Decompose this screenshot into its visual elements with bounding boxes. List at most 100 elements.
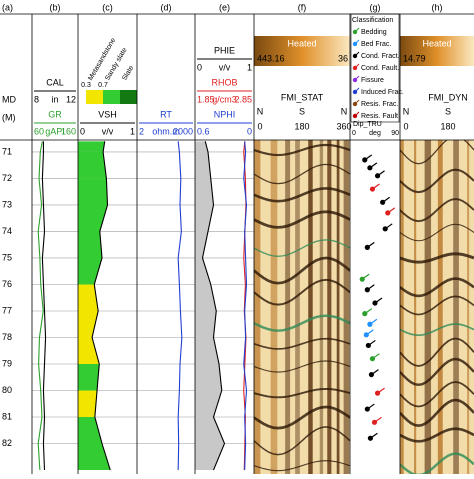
depth-label: 76 xyxy=(2,279,12,289)
legend-icon-tail xyxy=(354,51,360,57)
legend-icon-tail xyxy=(354,27,360,33)
image-sinusoid xyxy=(254,387,350,399)
colorbar xyxy=(400,36,474,66)
class-swatch xyxy=(103,90,120,104)
curve-unit: g/cm3 xyxy=(212,94,237,104)
scale-max: 160 xyxy=(61,126,76,136)
image-stripe xyxy=(285,140,291,474)
curve-name: PHIE xyxy=(214,45,235,55)
image-sinusoid xyxy=(254,460,350,472)
image-sinusoid xyxy=(400,337,474,367)
depth-label: 71 xyxy=(2,146,12,156)
depth-label: 77 xyxy=(2,305,12,315)
scale-max: 1 xyxy=(247,62,252,72)
depth-label: 81 xyxy=(2,411,12,421)
image-stripe xyxy=(467,140,470,474)
log-curve xyxy=(91,141,111,471)
curve-name: VSH xyxy=(98,109,117,119)
scale-min: 1.85 xyxy=(197,94,215,104)
legend-label: Resis. Frac. xyxy=(361,101,398,108)
azimuth-tick: 180 xyxy=(294,121,309,131)
legend-icon-tail xyxy=(354,39,360,45)
image-sinusoid xyxy=(254,314,350,332)
image-sinusoid xyxy=(400,252,474,264)
track-title: (h) xyxy=(432,2,443,12)
curve-unit: ohm.m xyxy=(152,126,180,136)
curve-name: RT xyxy=(160,109,172,119)
image-background xyxy=(400,140,474,474)
track-title: (f) xyxy=(298,2,307,12)
tadpole xyxy=(380,199,386,205)
depth-label: 73 xyxy=(2,199,12,209)
azimuth-label: N xyxy=(341,106,348,116)
track-title: (b) xyxy=(50,2,61,12)
scale-min: 0 xyxy=(80,126,85,136)
legend-icon-tail xyxy=(354,75,360,81)
depth-label: 78 xyxy=(2,332,12,342)
curve-name: GR xyxy=(48,109,62,119)
tadpole xyxy=(374,173,381,179)
scale-max: 0 xyxy=(247,126,252,136)
log-curve xyxy=(37,141,44,471)
tadpole xyxy=(369,356,376,362)
image-sinusoid xyxy=(400,357,474,387)
legend-icon-tail xyxy=(354,111,360,117)
curve-fill xyxy=(195,141,225,471)
image-sinusoid xyxy=(400,398,474,427)
tadpole xyxy=(367,435,373,441)
legend-label: Induced Frac. xyxy=(361,89,404,96)
azimuth-tick: 180 xyxy=(440,121,455,131)
image-sinusoid xyxy=(254,360,350,373)
log-curve xyxy=(201,141,226,471)
azimuth-label: S xyxy=(445,106,451,116)
cutoff-label: 0.3 xyxy=(81,82,91,89)
track-title: (e) xyxy=(219,2,230,12)
image-stripe xyxy=(270,140,278,474)
log-curve xyxy=(41,141,47,471)
azimuth-tick: 0 xyxy=(257,121,262,131)
image-sinusoid xyxy=(400,381,474,408)
litho-fill xyxy=(78,204,108,232)
tadpole xyxy=(385,210,391,216)
cutoff-label: 0.7 xyxy=(98,82,108,89)
scale-max: 2000 xyxy=(173,126,193,136)
image-sinusoid xyxy=(254,143,350,157)
litho-fill xyxy=(78,417,102,444)
azimuth-label: N xyxy=(403,106,410,116)
colorbar-value: 443.16 xyxy=(257,53,285,63)
curve-unit: v/v xyxy=(102,126,114,136)
dip-min: 0 xyxy=(352,130,356,137)
image-texture xyxy=(254,140,350,474)
class-swatch xyxy=(120,90,137,104)
colorbar-label: Heated xyxy=(287,38,316,48)
tadpole xyxy=(367,165,373,171)
azimuth-tick: 0 xyxy=(403,121,408,131)
image-sinusoid xyxy=(254,337,350,350)
colorbar-value: 14.79 xyxy=(403,53,426,63)
legend-label: Resis. Fault xyxy=(361,113,398,120)
image-sinusoid xyxy=(400,140,474,165)
tadpole xyxy=(363,332,369,338)
curve-unit: v/v xyxy=(219,62,231,72)
track-title: (c) xyxy=(102,2,113,12)
image-sinusoid xyxy=(254,278,350,306)
scale-min: 0 xyxy=(197,62,202,72)
legend-label: Cond. Fract. xyxy=(361,53,400,60)
image-stripe xyxy=(295,140,300,474)
legend-label: Bedding xyxy=(361,29,387,36)
image-texture xyxy=(400,140,474,474)
curve-unit: gAPI xyxy=(45,126,65,136)
litho-fill xyxy=(78,443,111,471)
image-stripe xyxy=(319,140,324,474)
colorbar-value: 36 xyxy=(338,53,348,63)
image-sinusoid xyxy=(254,405,350,430)
image-sinusoid xyxy=(254,426,350,456)
image-stripe xyxy=(327,140,332,474)
litho-fill xyxy=(78,390,98,418)
depth-label: 80 xyxy=(2,385,12,395)
azimuth-label: N xyxy=(257,106,264,116)
scale-min: 2 xyxy=(139,126,144,136)
image-sinusoid xyxy=(254,210,350,229)
